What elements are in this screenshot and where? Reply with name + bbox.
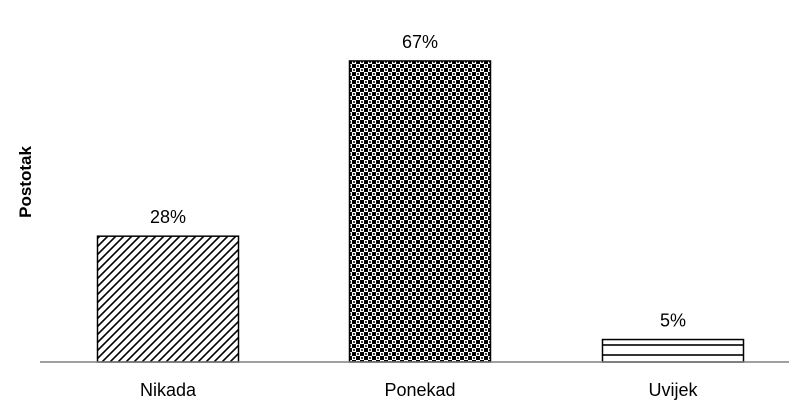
y-axis-title: Postotak bbox=[16, 146, 35, 218]
x-tick-label-nikada: Nikada bbox=[140, 380, 197, 400]
bar-ponekad bbox=[348, 60, 492, 363]
data-label-nikada: 28% bbox=[150, 207, 186, 227]
x-tick-labels: Nikada Ponekad Uvijek bbox=[140, 380, 699, 400]
data-label-ponekad: 67% bbox=[402, 32, 438, 52]
data-label-uvijek: 5% bbox=[660, 311, 686, 331]
bar-uvijek bbox=[601, 338, 745, 363]
bar-nikada bbox=[96, 235, 240, 363]
bars bbox=[96, 60, 745, 363]
x-tick-label-ponekad: Ponekad bbox=[384, 380, 455, 400]
x-tick-label-uvijek: Uvijek bbox=[648, 380, 698, 400]
data-labels: 28% 67% 5% bbox=[150, 32, 686, 331]
